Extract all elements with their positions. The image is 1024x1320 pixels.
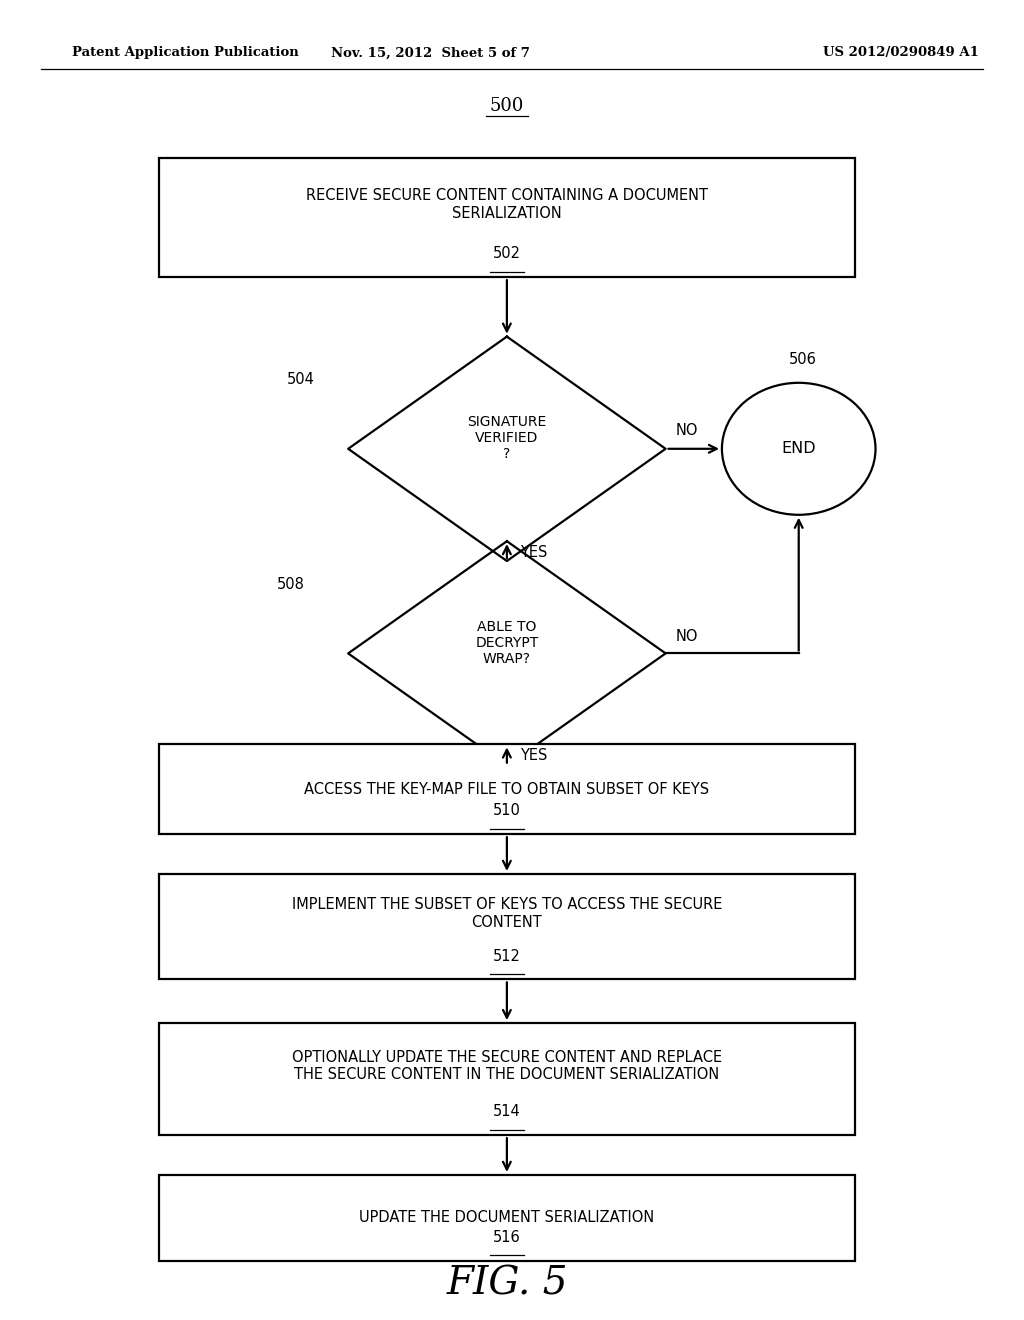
Ellipse shape <box>722 383 876 515</box>
Text: 502: 502 <box>493 247 521 261</box>
Text: 516: 516 <box>493 1230 521 1245</box>
Bar <box>159 874 855 979</box>
Text: 512: 512 <box>493 949 521 964</box>
Text: 514: 514 <box>493 1105 521 1119</box>
Text: YES: YES <box>520 545 548 560</box>
Text: YES: YES <box>520 748 548 763</box>
Text: NO: NO <box>676 630 698 644</box>
Text: END: END <box>781 441 816 457</box>
Text: US 2012/0290849 A1: US 2012/0290849 A1 <box>823 46 979 59</box>
Bar <box>159 1175 855 1261</box>
Text: Nov. 15, 2012  Sheet 5 of 7: Nov. 15, 2012 Sheet 5 of 7 <box>331 46 529 59</box>
Text: 508: 508 <box>276 577 304 591</box>
Text: SIGNATURE
VERIFIED
?: SIGNATURE VERIFIED ? <box>467 414 547 462</box>
Text: Patent Application Publication: Patent Application Publication <box>72 46 298 59</box>
Bar <box>159 744 855 834</box>
Text: IMPLEMENT THE SUBSET OF KEYS TO ACCESS THE SECURE
CONTENT: IMPLEMENT THE SUBSET OF KEYS TO ACCESS T… <box>292 898 722 929</box>
Text: UPDATE THE DOCUMENT SERIALIZATION: UPDATE THE DOCUMENT SERIALIZATION <box>359 1210 654 1225</box>
Text: 504: 504 <box>287 372 314 387</box>
Text: 510: 510 <box>493 804 521 818</box>
Text: RECEIVE SECURE CONTENT CONTAINING A DOCUMENT
SERIALIZATION: RECEIVE SECURE CONTENT CONTAINING A DOCU… <box>306 189 708 220</box>
Bar <box>159 1023 855 1135</box>
Polygon shape <box>348 541 666 766</box>
Polygon shape <box>348 337 666 561</box>
Text: OPTIONALLY UPDATE THE SECURE CONTENT AND REPLACE
THE SECURE CONTENT IN THE DOCUM: OPTIONALLY UPDATE THE SECURE CONTENT AND… <box>292 1049 722 1082</box>
Text: 506: 506 <box>788 352 816 367</box>
Text: NO: NO <box>676 424 698 438</box>
Text: 500: 500 <box>489 96 524 115</box>
Text: FIG. 5: FIG. 5 <box>446 1266 567 1303</box>
Text: ACCESS THE KEY-MAP FILE TO OBTAIN SUBSET OF KEYS: ACCESS THE KEY-MAP FILE TO OBTAIN SUBSET… <box>304 781 710 797</box>
Bar <box>159 158 855 277</box>
Text: ABLE TO
DECRYPT
WRAP?: ABLE TO DECRYPT WRAP? <box>475 619 539 667</box>
